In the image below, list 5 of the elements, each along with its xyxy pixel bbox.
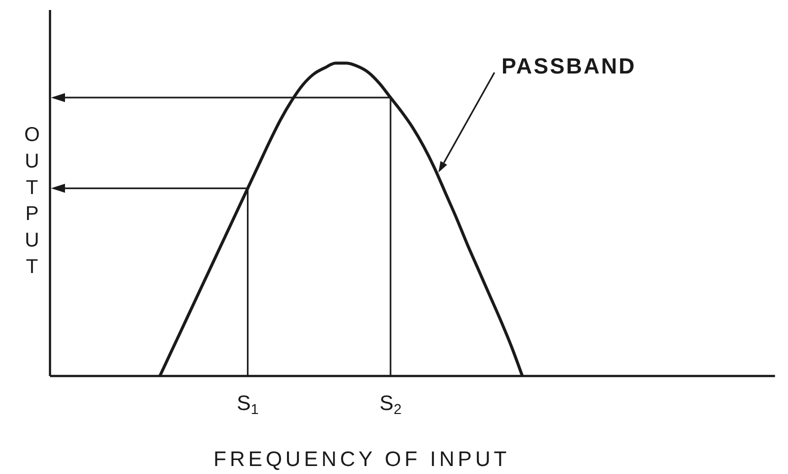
annotation: PASSBAND xyxy=(501,53,636,78)
y-axis-title: OUTPUT xyxy=(24,124,40,278)
x-axis-title: FREQUENCY OF INPUT xyxy=(214,448,510,471)
x-tick-label: S$_{2}$ xyxy=(380,392,402,418)
x-tick-label: S$_{1}$ xyxy=(236,392,259,418)
